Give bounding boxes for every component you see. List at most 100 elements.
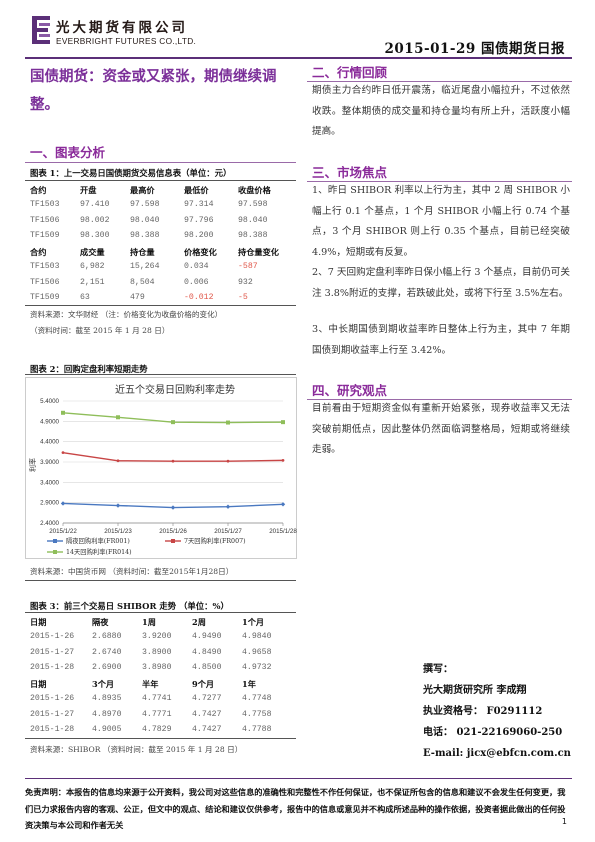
column-header: 9个月 bbox=[192, 678, 215, 689]
table-header-row: 日期 隔夜 1周 2周 1个月 bbox=[30, 614, 292, 629]
table-cell: 2.6880 bbox=[92, 632, 122, 642]
table1: 合约 开盘 最高价 最低价 收盘价格 TF1503 97.410 97.598 97.314 97… bbox=[30, 182, 292, 243]
table-cell: 4.9840 bbox=[242, 632, 272, 642]
header-divider bbox=[25, 57, 572, 59]
table-row: TF1509 98.300 98.388 98.200 98.388 bbox=[30, 228, 292, 243]
table-cell: 479 bbox=[130, 293, 145, 303]
column-header: 1年 bbox=[242, 678, 256, 689]
table-cell: 4.7758 bbox=[242, 709, 272, 719]
table-row: 2015-1-27 4.8970 4.7771 4.7427 4.7758 bbox=[30, 707, 292, 722]
x-tick-label: 2015/1/28 bbox=[269, 528, 297, 535]
focus-item-2: 2、7 天回购定盘利率昨日保小幅上行 3 个基点，目前仍可关注 3.8%附近的支… bbox=[312, 267, 570, 299]
figure2-title: 图表 2：回购定盘利率短期走势 bbox=[30, 364, 148, 374]
data-point bbox=[60, 501, 66, 506]
data-point bbox=[226, 420, 230, 425]
column-header: 价格变化 bbox=[184, 246, 217, 257]
section-rule bbox=[307, 399, 572, 400]
table3-source: 资料来源：SHIBOR （资料时间：截至 2015 年 1 月 28 日） bbox=[30, 745, 243, 754]
table1-source-time: （资料时间：截至 2015 年 1 月 28 日） bbox=[30, 326, 170, 335]
table-cell: 98.040 bbox=[130, 215, 160, 225]
section-rule bbox=[25, 162, 296, 163]
table-cell: 4.7277 bbox=[192, 694, 222, 704]
table-cell: 4.7427 bbox=[192, 725, 222, 735]
legend-marker bbox=[171, 539, 175, 543]
column-header: 日期 bbox=[30, 616, 47, 627]
table-header-row: 合约 成交量 持仓量 价格变化 持仓量变化 bbox=[30, 244, 292, 259]
market-review-text: 期债主力合约昨日低开震荡，临近尾盘小幅拉升，不过依然收跌。整体期债的成交量和持仓… bbox=[312, 85, 570, 137]
table-cell: -5 bbox=[238, 293, 248, 303]
table1-title: 图表 1：上一交易日国债期货交易信息表（单位：元） bbox=[30, 168, 232, 178]
column-header: 1个月 bbox=[242, 616, 265, 627]
table-cell: 2,151 bbox=[80, 277, 105, 287]
y-tick-label: 2.4000 bbox=[40, 520, 59, 527]
table-cell: 2015-1-27 bbox=[30, 647, 75, 657]
author-phone: 电话： 021-22169060-250 bbox=[423, 727, 563, 738]
table-cell: 2015-1-27 bbox=[30, 709, 75, 719]
table-row: 2015-1-28 4.9005 4.7829 4.7427 4.7788 bbox=[30, 722, 292, 737]
table-cell: 97.598 bbox=[130, 200, 160, 210]
data-point bbox=[225, 504, 231, 509]
column-header: 收盘价格 bbox=[238, 184, 271, 195]
y-tick-label: 2.9000 bbox=[40, 500, 59, 507]
table-row: TF1503 97.410 97.598 97.314 97.598 bbox=[30, 197, 292, 212]
company-name-cn: 光大期货有限公司 bbox=[56, 20, 188, 36]
table-cell: 15,264 bbox=[130, 262, 160, 272]
column-header: 最高价 bbox=[130, 184, 155, 195]
table-row: TF1509 63 479 -0.012 -5 bbox=[30, 290, 292, 305]
section-heading-charts: 一、图表分析 bbox=[30, 145, 106, 160]
table-cell: 4.9005 bbox=[92, 725, 122, 735]
column-header: 日期 bbox=[30, 678, 47, 689]
table-cell: TF1503 bbox=[30, 200, 60, 210]
report-date-title: 2015-01-29 国债期货日报 bbox=[384, 41, 565, 57]
table-cell: 98.388 bbox=[130, 231, 160, 241]
data-point bbox=[171, 420, 175, 425]
column-header: 持仓量变化 bbox=[238, 246, 279, 257]
table-row: TF1506 2,151 8,504 0.006 932 bbox=[30, 275, 292, 290]
table-cell: 3.8980 bbox=[142, 663, 172, 673]
repo-rate-chart: 近五个交易日回购利率走势 利率 5.4000 4.9000 4.4000 3.9000… bbox=[25, 377, 297, 559]
footer-rule bbox=[25, 778, 572, 779]
table3-title: 图表 3：前三个交易日 SHIBOR 走势 （单位：%） bbox=[30, 601, 229, 611]
legend-label: 7天回购利率(FR007) bbox=[184, 536, 246, 545]
data-point bbox=[226, 459, 230, 463]
table-header-row: 日期 3个月 半年 9个月 1年 bbox=[30, 676, 292, 691]
table-rule bbox=[25, 612, 296, 613]
legend-label: 隔夜回购利率(FR001) bbox=[66, 536, 130, 545]
column-header: 半年 bbox=[142, 678, 159, 689]
table-cell: 2015-1-26 bbox=[30, 632, 75, 642]
section-heading-review: 二、行情回顾 bbox=[312, 65, 388, 80]
table-cell: 97.314 bbox=[184, 200, 214, 210]
author-name: 光大期货研究所 李成翔 bbox=[423, 685, 527, 696]
section-heading-focus: 三、市场焦点 bbox=[312, 165, 388, 180]
author-license: 执业资格号： F0291112 bbox=[423, 706, 543, 717]
table-cell: 4.8500 bbox=[192, 663, 222, 673]
table-cell: -587 bbox=[238, 262, 258, 272]
table-header-row: 合约 开盘 最高价 最低价 收盘价格 bbox=[30, 182, 292, 197]
x-tick-label: 2015/1/23 bbox=[104, 528, 132, 535]
table-rule bbox=[25, 305, 296, 306]
page-number: 1 bbox=[561, 817, 567, 826]
x-tick-label: 2015/1/26 bbox=[159, 528, 187, 535]
y-axis-label-text: 利率 bbox=[28, 458, 37, 472]
figure-rule bbox=[25, 374, 296, 375]
research-opinion-text: 目前看由于短期资金似有重新开始紧张，现券收益率又无法突破前期低点，因此整体仍然面… bbox=[312, 403, 570, 455]
table-cell: 98.040 bbox=[238, 215, 268, 225]
column-header: 合约 bbox=[30, 184, 47, 195]
table-cell: -0.012 bbox=[184, 293, 214, 303]
table-cell: 98.002 bbox=[80, 215, 110, 225]
y-tick-label: 4.9000 bbox=[40, 418, 59, 425]
table-cell: 932 bbox=[238, 277, 253, 287]
table-cell: 2.6900 bbox=[92, 663, 122, 673]
company-logo-icon bbox=[32, 16, 50, 44]
table-cell: TF1509 bbox=[30, 293, 60, 303]
chart-title: 近五个交易日回购利率走势 bbox=[115, 383, 235, 396]
section-rule bbox=[307, 81, 572, 82]
author-label: 撰写： bbox=[423, 664, 453, 675]
table1-part2: 合约 成交量 持仓量 价格变化 持仓量变化 TF1503 6,982 15,264 0.034 -… bbox=[30, 244, 292, 305]
table-cell: 2015-1-28 bbox=[30, 725, 75, 735]
legend-marker bbox=[53, 550, 57, 554]
data-point bbox=[171, 459, 175, 463]
x-tick-label: 2015/1/22 bbox=[49, 528, 77, 535]
section-heading-opinion: 四、研究观点 bbox=[312, 383, 388, 398]
table-cell: TF1506 bbox=[30, 277, 60, 287]
